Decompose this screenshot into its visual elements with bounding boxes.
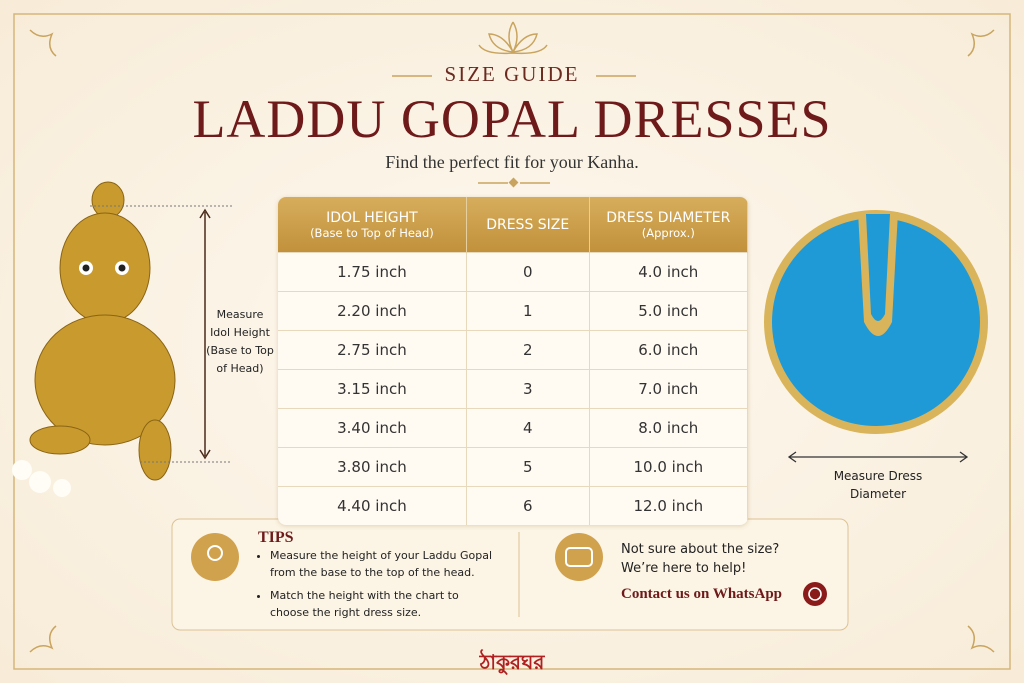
table-cell: 2.75 inch bbox=[278, 330, 467, 370]
tip-item: Measure the height of your Laddu Gopal f… bbox=[270, 547, 500, 581]
brand-logo: ঠাকুরঘর bbox=[479, 650, 545, 674]
table-row: 4.40 inch 6 12.0 inch bbox=[278, 486, 748, 525]
size-table: IDOL HEIGHT (Base to Top of Head) DRESS SI… bbox=[278, 197, 748, 525]
help-line: We’re here to help! bbox=[621, 561, 747, 576]
help-line: Not sure about the size? bbox=[621, 542, 780, 557]
column-note: (Approx.) bbox=[641, 225, 695, 240]
table-cell: 10.0 inch bbox=[589, 447, 748, 487]
table-cell: 2 bbox=[466, 330, 590, 370]
column-note: (Base to Top of Head) bbox=[310, 225, 434, 240]
table-row: 3.80 inch 5 10.0 inch bbox=[278, 447, 748, 487]
table-cell: 3 bbox=[466, 369, 590, 409]
table-row: 2.20 inch 1 5.0 inch bbox=[278, 291, 748, 331]
table-cell: 7.0 inch bbox=[589, 369, 748, 409]
table-cell: 2.20 inch bbox=[278, 291, 467, 331]
table-row: 3.15 inch 3 7.0 inch bbox=[278, 369, 748, 409]
subtitle: Find the perfect fit for your Kanha. bbox=[385, 152, 639, 172]
table-cell: 8.0 inch bbox=[589, 408, 748, 448]
idol-note: Measure Idol Height (Base to Top of Head… bbox=[206, 308, 274, 375]
table-cell: 1.75 inch bbox=[278, 252, 467, 292]
kicker: SIZE GUIDE bbox=[444, 62, 580, 86]
table-cell: 5 bbox=[466, 447, 590, 487]
table-cell: 4 bbox=[466, 408, 590, 448]
table-cell: 0 bbox=[466, 252, 590, 292]
column-title: DRESS SIZE bbox=[486, 216, 570, 233]
table-cell: 5.0 inch bbox=[589, 291, 748, 331]
dress-note: Measure Dress Diameter bbox=[833, 469, 923, 501]
tip-item: Match the height with the chart to choos… bbox=[270, 587, 500, 621]
column-header: IDOL HEIGHT (Base to Top of Head) bbox=[278, 197, 467, 253]
help-text: Not sure about the size? We’re here to he… bbox=[621, 540, 779, 578]
table-cell: 3.15 inch bbox=[278, 369, 467, 409]
title: LADDU GOPAL DRESSES bbox=[192, 89, 832, 149]
table-cell: 3.40 inch bbox=[278, 408, 467, 448]
table-cell: 4.40 inch bbox=[278, 486, 467, 525]
table-row: 1.75 inch 0 4.0 inch bbox=[278, 252, 748, 292]
table-cell: 6.0 inch bbox=[589, 330, 748, 370]
tips-title: TIPS bbox=[258, 529, 294, 546]
table-row: 2.75 inch 2 6.0 inch bbox=[278, 330, 748, 370]
column-title: DRESS DIAMETER bbox=[606, 209, 731, 226]
table-cell: 3.80 inch bbox=[278, 447, 467, 487]
tips-list: Measure the height of your Laddu Gopal f… bbox=[258, 541, 500, 621]
whatsapp-link[interactable]: Contact us on WhatsApp bbox=[621, 586, 783, 602]
table-cell: 12.0 inch bbox=[589, 486, 748, 525]
table-cell: 4.0 inch bbox=[589, 252, 748, 292]
table-cell: 6 bbox=[466, 486, 590, 525]
table-cell: 1 bbox=[466, 291, 590, 331]
column-header: DRESS DIAMETER (Approx.) bbox=[589, 197, 748, 253]
column-header: DRESS SIZE bbox=[466, 197, 590, 253]
column-title: IDOL HEIGHT bbox=[326, 209, 418, 226]
table-row: 3.40 inch 4 8.0 inch bbox=[278, 408, 748, 448]
